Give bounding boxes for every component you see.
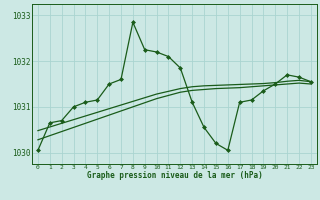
X-axis label: Graphe pression niveau de la mer (hPa): Graphe pression niveau de la mer (hPa)	[86, 171, 262, 180]
